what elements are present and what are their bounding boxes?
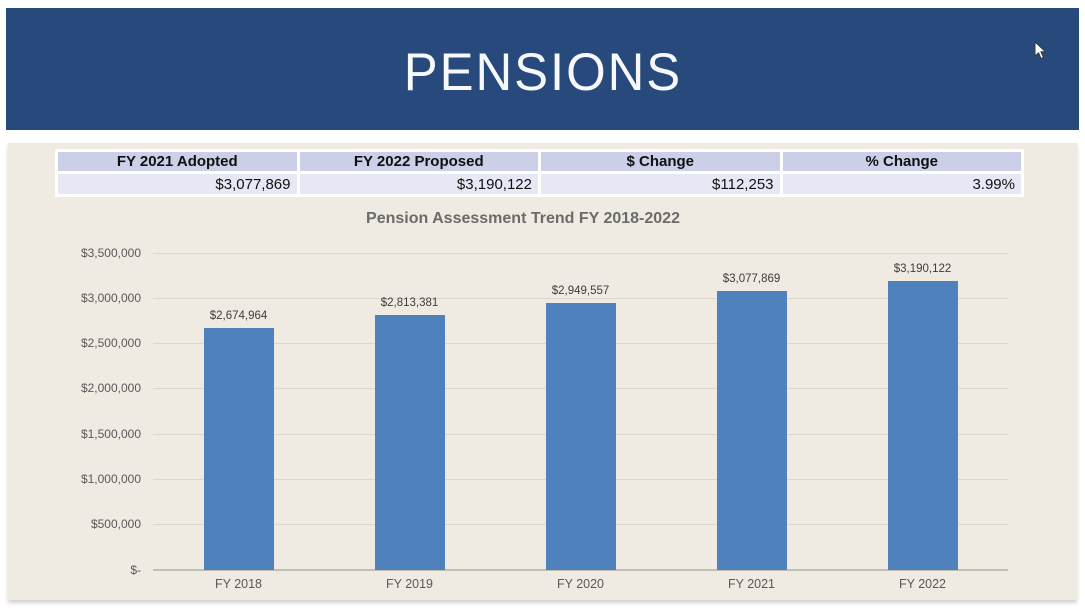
x-axis-category-label: FY 2020	[556, 577, 605, 591]
value-percent-change: 3.99%	[782, 174, 1021, 194]
x-axis-category-label: FY 2022	[898, 577, 947, 591]
y-axis-tick-label: $1,500,000	[80, 426, 141, 441]
summary-table-header-row: FY 2021 Adopted FY 2022 Proposed $ Chang…	[58, 152, 1021, 171]
slide-title: PENSIONS	[403, 42, 682, 102]
col-header-fy2021-adopted: FY 2021 Adopted	[58, 152, 297, 171]
bar-data-label: $3,077,869	[722, 273, 781, 285]
bar-fy-2019	[374, 315, 445, 570]
plot-area: $2,674,964 $2,813,381 $2,949,557 $3,077,869…	[153, 252, 1008, 571]
bar-fy-2021	[716, 291, 787, 570]
summary-table-value-row: $3,077,869 $3,190,122 $112,253 3.99%	[58, 174, 1021, 194]
bar-data-label: $2,949,557	[551, 285, 610, 297]
y-axis-tick-label: $500,000	[90, 517, 141, 532]
bar-fy-2022	[887, 281, 958, 570]
y-axis-tick-label: $2,500,000	[80, 336, 141, 351]
col-header-fy2022-proposed: FY 2022 Proposed	[299, 152, 538, 171]
mouse-cursor-icon	[1034, 41, 1047, 60]
bar-fy-2020	[545, 303, 616, 570]
value-fy2021-adopted: $3,077,869	[58, 174, 297, 194]
x-axis-line	[153, 569, 1008, 571]
chart-title: Pension Assessment Trend FY 2018-2022	[366, 210, 680, 227]
y-axis-tick-label: $-	[130, 562, 141, 577]
bar-data-label: $2,674,964	[209, 310, 268, 322]
value-dollar-change: $112,253	[541, 174, 780, 194]
col-header-dollar-change: $ Change	[541, 152, 780, 171]
title-banner: PENSIONS	[6, 8, 1079, 130]
bar-data-label: $2,813,381	[380, 297, 439, 309]
bar-fy-2018	[203, 328, 274, 570]
y-axis-tick-label: $2,000,000	[80, 381, 141, 396]
y-axis-tick-label: $3,500,000	[80, 245, 141, 260]
col-header-percent-change: % Change	[782, 152, 1021, 171]
summary-table: FY 2021 Adopted FY 2022 Proposed $ Chang…	[55, 149, 1024, 197]
y-axis-tick-label: $3,000,000	[80, 290, 141, 305]
bar-data-label: $3,190,122	[893, 263, 952, 275]
value-fy2022-proposed: $3,190,122	[299, 174, 538, 194]
x-axis-category-label: FY 2021	[727, 577, 776, 591]
x-axis-category-label: FY 2018	[214, 577, 263, 591]
y-axis-tick-label: $1,000,000	[80, 471, 141, 486]
gridline	[153, 297, 1008, 299]
gridline	[153, 252, 1008, 254]
slide-content-panel: FY 2021 Adopted FY 2022 Proposed $ Chang…	[8, 143, 1077, 600]
x-axis-category-label: FY 2019	[385, 577, 434, 591]
